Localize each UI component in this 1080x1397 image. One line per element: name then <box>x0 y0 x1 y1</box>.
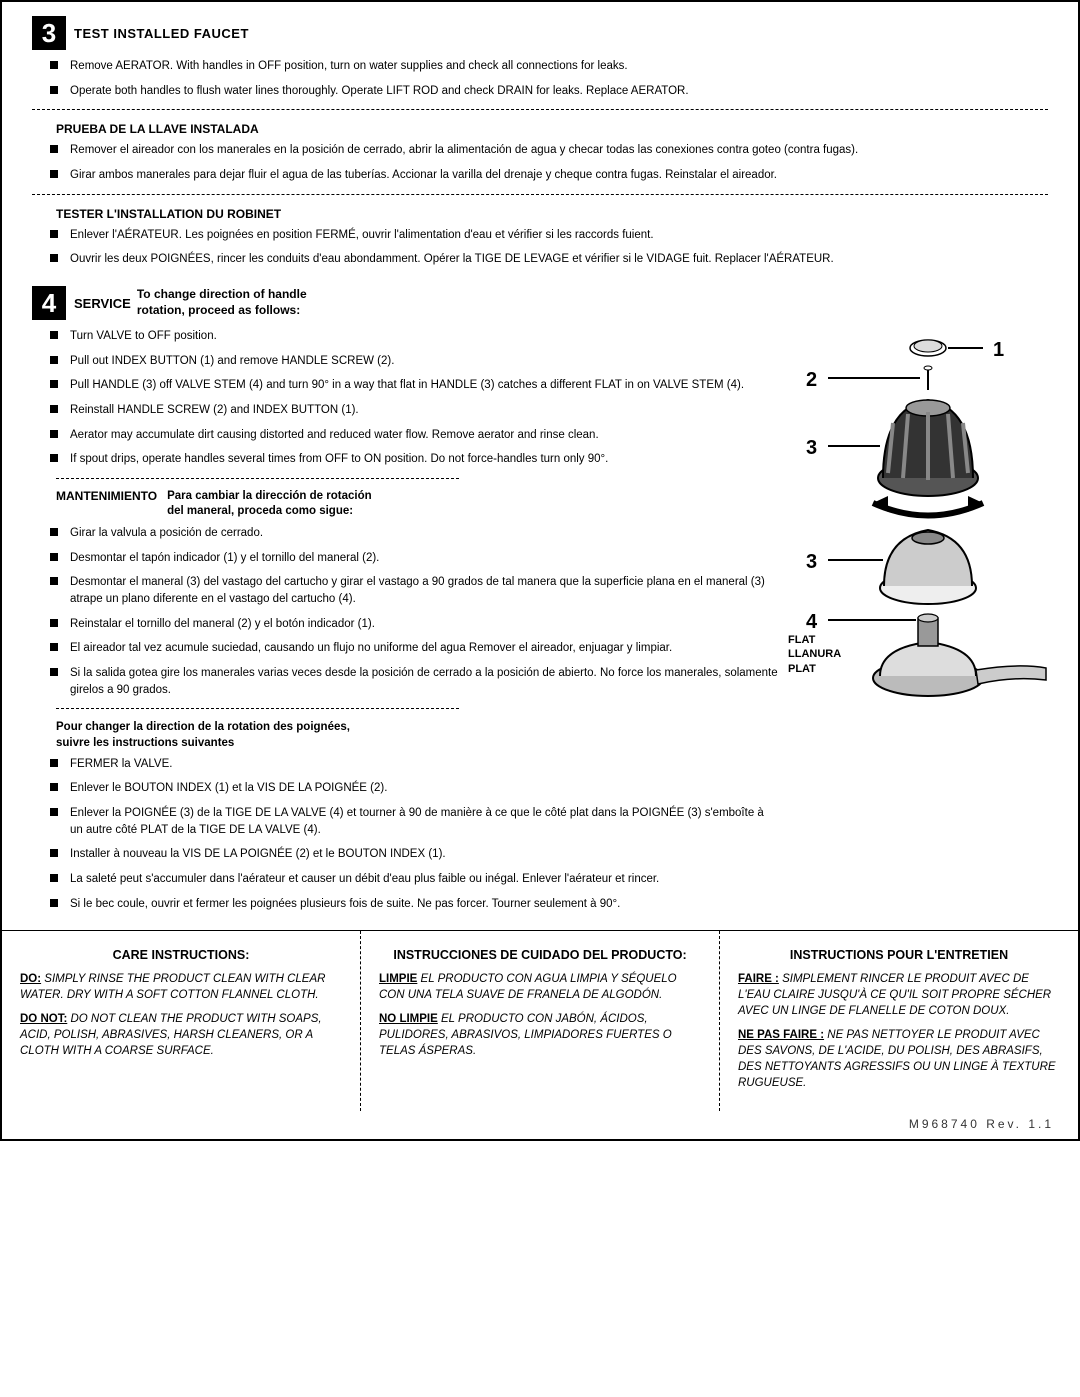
step-3-number: 3 <box>32 16 66 50</box>
care-es-do: EL PRODUCTO CON AGUA LIMPIA Y SÉQUELO CO… <box>379 973 677 1001</box>
divider <box>32 194 1048 195</box>
step-4-bullets-en: Turn VALVE to OFF position. Pull out IND… <box>32 328 778 468</box>
bullet: Enlever le BOUTON INDEX (1) et la VIS DE… <box>56 780 778 797</box>
care-col-en: CARE INSTRUCTIONS: DO: SIMPLY RINSE THE … <box>2 931 360 1111</box>
step-4-bullets-fr: FERMER la VALVE. Enlever le BOUTON INDEX… <box>32 756 778 913</box>
bullet: Girar ambos manerales para dejar fluir e… <box>56 167 1048 184</box>
bullet: Si le bec coule, ouvrir et fermer les po… <box>56 896 778 913</box>
flat-label-fr: PLAT <box>788 662 841 676</box>
diagram-label-1: 1 <box>993 339 1004 361</box>
step-3-title-fr: TESTER L'INSTALLATION DU ROBINET <box>56 207 1048 221</box>
bullet: Aerator may accumulate dirt causing dist… <box>56 427 778 444</box>
divider <box>56 478 459 479</box>
flat-label-es: LLANURA <box>788 647 841 661</box>
step-4-bullets-es: Girar la valvula a posición de cerrado. … <box>32 525 778 698</box>
care-en-dont-label: DO NOT: <box>20 1013 67 1025</box>
care-en-do: SIMPLY RINSE THE PRODUCT CLEAN WITH CLEA… <box>20 973 325 1001</box>
bullet: Si la salida gotea gire los manerales va… <box>56 665 778 698</box>
bullet: El aireador tal vez acumule suciedad, ca… <box>56 640 778 657</box>
maintenance-label: MANTENIMIENTO <box>56 489 157 503</box>
page: 3 TEST INSTALLED FAUCET Remove AERATOR. … <box>0 0 1080 1141</box>
fr-sub1: Pour changer la direction de la rotation… <box>56 719 778 735</box>
care-instructions-row: CARE INSTRUCTIONS: DO: SIMPLY RINSE THE … <box>2 930 1078 1111</box>
care-fr-do: SIMPLEMENT RINCER LE PRODUIT AVEC DE L'E… <box>738 973 1051 1017</box>
step-4-number: 4 <box>32 286 66 320</box>
care-es-do-label: LIMPIE <box>379 973 417 985</box>
step-3: 3 TEST INSTALLED FAUCET Remove AERATOR. … <box>32 16 1048 268</box>
bullet: Turn VALVE to OFF position. <box>56 328 778 345</box>
care-title-en: CARE INSTRUCTIONS: <box>20 947 342 965</box>
bullet: Ouvrir les deux POIGNÉES, rincer les con… <box>56 251 1048 268</box>
bullet: Remover el aireador con los manerales en… <box>56 142 1048 159</box>
step-3-title-es: PRUEBA DE LA LLAVE INSTALADA <box>56 122 1048 136</box>
handle-diagram: 1 2 3 <box>788 328 1048 922</box>
bullet: Remove AERATOR. With handles in OFF posi… <box>56 58 1048 75</box>
bullet: Desmontar el maneral (3) del vastago del… <box>56 574 778 607</box>
diagram-label-2: 2 <box>806 369 817 391</box>
divider <box>32 109 1048 110</box>
footer-revision: M968740 Rev. 1.1 <box>2 1111 1078 1139</box>
bullet: Reinstalar el tornillo del maneral (2) y… <box>56 616 778 633</box>
care-col-es: INSTRUCCIONES DE CUIDADO DEL PRODUCTO: L… <box>360 931 719 1111</box>
step-4: 4 SERVICE To change direction of handle … <box>32 286 1048 922</box>
flat-label-en: FLAT <box>788 633 841 647</box>
bullet: Pull out INDEX BUTTON (1) and remove HAN… <box>56 353 778 370</box>
step-3-title-en: TEST INSTALLED FAUCET <box>74 26 249 41</box>
care-en-do-label: DO: <box>20 973 41 985</box>
care-title-fr: INSTRUCTIONS POUR L'ENTRETIEN <box>738 947 1060 965</box>
step-4-text-column: Turn VALVE to OFF position. Pull out IND… <box>32 328 788 922</box>
service-sub-line2: rotation, proceed as follows: <box>137 303 307 319</box>
bullet: Operate both handles to flush water line… <box>56 83 1048 100</box>
fr-sub2: suivre les instructions suivantes <box>56 735 778 751</box>
diagram-label-4: 4 <box>806 611 818 633</box>
bullet: Reinstall HANDLE SCREW (2) and INDEX BUT… <box>56 402 778 419</box>
maintenance-sub1: Para cambiar la dirección de rotación <box>167 489 372 504</box>
divider <box>56 708 459 709</box>
care-fr-do-label: FAIRE : <box>738 973 779 985</box>
step-3-bullets-es: Remover el aireador con los manerales en… <box>32 142 1048 183</box>
bullet: Enlever l'AÉRATEUR. Les poignées en posi… <box>56 227 1048 244</box>
bullet: La saleté peut s'accumuler dans l'aérate… <box>56 871 778 888</box>
care-es-dont-label: NO LIMPIE <box>379 1013 438 1025</box>
care-fr-dont-label: NE PAS FAIRE : <box>738 1029 824 1041</box>
diagram-label-3a: 3 <box>806 437 817 459</box>
service-label: SERVICE <box>74 296 131 311</box>
diagram-label-3b: 3 <box>806 551 817 573</box>
bullet: Desmontar el tapón indicador (1) y el to… <box>56 550 778 567</box>
care-col-fr: INSTRUCTIONS POUR L'ENTRETIEN FAIRE : SI… <box>719 931 1078 1111</box>
care-title-es: INSTRUCCIONES DE CUIDADO DEL PRODUCTO: <box>379 947 701 965</box>
maintenance-sub2: del maneral, proceda como sigue: <box>167 504 372 519</box>
step-3-bullets-en: Remove AERATOR. With handles in OFF posi… <box>32 58 1048 99</box>
bullet: Girar la valvula a posición de cerrado. <box>56 525 778 542</box>
bullet: Pull HANDLE (3) off VALVE STEM (4) and t… <box>56 377 778 394</box>
step-3-bullets-fr: Enlever l'AÉRATEUR. Les poignées en posi… <box>32 227 1048 268</box>
bullet: Enlever la POIGNÉE (3) de la TIGE DE LA … <box>56 805 778 838</box>
bullet: If spout drips, operate handles several … <box>56 451 778 468</box>
service-sub-line1: To change direction of handle <box>137 287 307 303</box>
bullet: Installer à nouveau la VIS DE LA POIGNÉE… <box>56 846 778 863</box>
bullet: FERMER la VALVE. <box>56 756 778 773</box>
